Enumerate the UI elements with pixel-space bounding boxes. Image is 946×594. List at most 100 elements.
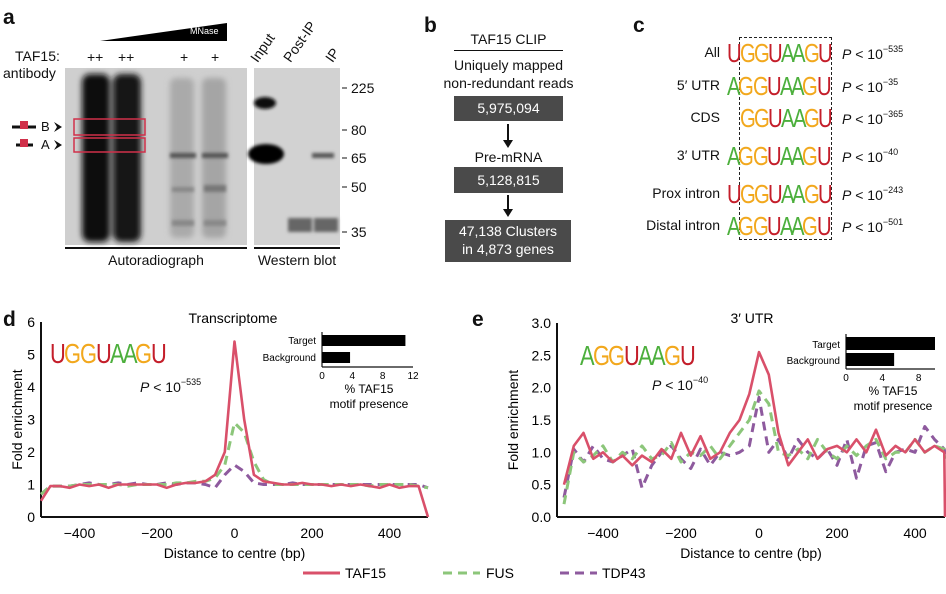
motif-letter: A xyxy=(792,38,806,68)
motif-letter: A xyxy=(790,71,805,101)
inset-category-label: Target xyxy=(812,340,840,351)
panel-label-b: b xyxy=(424,14,437,37)
motif-letter: U xyxy=(151,338,167,369)
western-bands xyxy=(248,97,338,232)
motif-p-value: P < 10−40 xyxy=(842,147,899,165)
legend-label: TAF15 xyxy=(345,565,386,581)
motif-letter: A xyxy=(779,71,794,101)
inset-category-label: Target xyxy=(288,336,316,347)
motif-letter: U xyxy=(766,71,782,101)
motif-letter: U xyxy=(817,38,833,68)
inset-xlabel-line2: motif presence xyxy=(330,397,409,411)
inset-category-label: Background xyxy=(787,356,840,367)
y-axis-label: Fold enrichment xyxy=(9,369,25,469)
step3-box: 47,138 Clusters in 4,873 genes xyxy=(445,220,571,262)
panel-label-a: a xyxy=(3,6,15,29)
y-tick-label: 3 xyxy=(27,412,35,428)
motif-letter: G xyxy=(738,211,754,241)
motif-letter: U xyxy=(768,103,783,133)
motif-letter: G xyxy=(135,338,152,369)
y-tick-label: 2 xyxy=(27,444,35,460)
autoradiograph-label: Autoradiograph xyxy=(108,252,204,268)
motif-logo: AGGUAAGU xyxy=(727,141,831,171)
motif-letter: G xyxy=(663,340,681,371)
mw-35: 35 xyxy=(351,224,367,240)
chart-title: 3′ UTR xyxy=(730,310,773,326)
motif-letter: A xyxy=(651,340,666,371)
motif-letter: A xyxy=(792,103,807,133)
lane-2-antibody: ++ xyxy=(118,49,135,65)
motif-logo-d: UGGUAAGU xyxy=(50,338,167,369)
y-axis-label: Fold enrichment xyxy=(505,370,521,470)
x-tick-label: 200 xyxy=(825,525,849,541)
motif-letter: G xyxy=(592,340,610,371)
motif-letter: U xyxy=(50,338,66,369)
band-b-label: B xyxy=(41,119,50,134)
motif-letter: G xyxy=(64,338,81,369)
inset-category-label: Background xyxy=(263,353,316,364)
motif-letter: A xyxy=(110,338,125,369)
motif-letter: G xyxy=(608,340,625,371)
y-tick-label: 1.0 xyxy=(532,444,552,460)
inset-tick-label: 12 xyxy=(407,371,419,382)
motif-letter: G xyxy=(754,38,770,68)
motif-letter: A xyxy=(781,38,795,68)
motif-letter: U xyxy=(817,179,833,209)
band-a-label: A xyxy=(41,137,50,152)
construct-a-icon xyxy=(16,139,33,147)
y-tick-label: 6 xyxy=(27,314,35,330)
motif-letter: A xyxy=(779,211,794,241)
mw-65: 65 xyxy=(351,150,367,166)
motif-row-label: 3′ UTR xyxy=(676,147,720,163)
motif-letter: A xyxy=(727,141,741,171)
series-line-tdp43 xyxy=(562,395,946,498)
motif-p-value: P < 10−35 xyxy=(842,77,899,95)
step1-value-box: 5,975,094 xyxy=(454,96,563,121)
taf15-label: TAF15: xyxy=(15,48,60,64)
inset-xlabel-line1: % TAF15 xyxy=(345,382,394,396)
step3-line2: in 4,873 genes xyxy=(462,241,554,257)
clip-title-underline xyxy=(454,50,563,51)
step3-line1: 47,138 Clusters xyxy=(458,223,558,239)
motif-letter: A xyxy=(727,211,741,241)
arrow-1-shaft xyxy=(507,124,509,142)
y-tick-label: 1 xyxy=(27,477,35,493)
gel-graphics xyxy=(12,23,347,249)
motif-letter: A xyxy=(781,179,795,209)
y-tick-label: 3.0 xyxy=(532,315,552,331)
motif-letter: A xyxy=(580,340,595,371)
motif-p-value: P < 10−501 xyxy=(842,217,904,235)
arrow-down-icon xyxy=(503,140,513,148)
motif-letter: G xyxy=(803,179,820,209)
motif-letter: U xyxy=(727,179,742,209)
series-line-taf15 xyxy=(562,350,946,518)
inset-xlabel-line2: motif presence xyxy=(854,399,933,413)
motif-letter: A xyxy=(790,141,805,171)
motif-letter: U xyxy=(679,340,696,371)
series-line-tdp43 xyxy=(40,463,429,496)
motif-letter: G xyxy=(740,103,756,133)
step1-label-line2: non-redundant reads xyxy=(443,75,574,91)
lane-3-antibody: + xyxy=(180,49,189,65)
y-tick-label: 1.5 xyxy=(532,412,552,428)
inset-tick-label: 0 xyxy=(319,371,325,382)
motif-letter: G xyxy=(80,338,97,369)
construct-b-icon xyxy=(12,121,36,129)
motif-p-value: P < 10−243 xyxy=(842,185,904,203)
inset-bar-background xyxy=(322,352,351,363)
motif-row-label: CDS xyxy=(690,109,720,125)
motif-logo: AGGUAAGU xyxy=(727,71,831,101)
clip-title: TAF15 CLIP xyxy=(470,31,547,47)
x-tick-label: 0 xyxy=(755,525,763,541)
inset-bar-background xyxy=(846,353,895,366)
motif-letter: G xyxy=(754,103,770,133)
motif-letter: G xyxy=(752,71,769,101)
western-blot-label: Western blot xyxy=(257,252,337,268)
inset-bar-target xyxy=(846,337,935,350)
motif-letter: U xyxy=(766,211,782,241)
motif-row-label: Prox intron xyxy=(652,185,720,201)
chart-title: Transcriptome xyxy=(189,310,278,326)
motif-logo: AGGUAAGU xyxy=(727,211,831,241)
motif-letter: U xyxy=(768,38,783,68)
